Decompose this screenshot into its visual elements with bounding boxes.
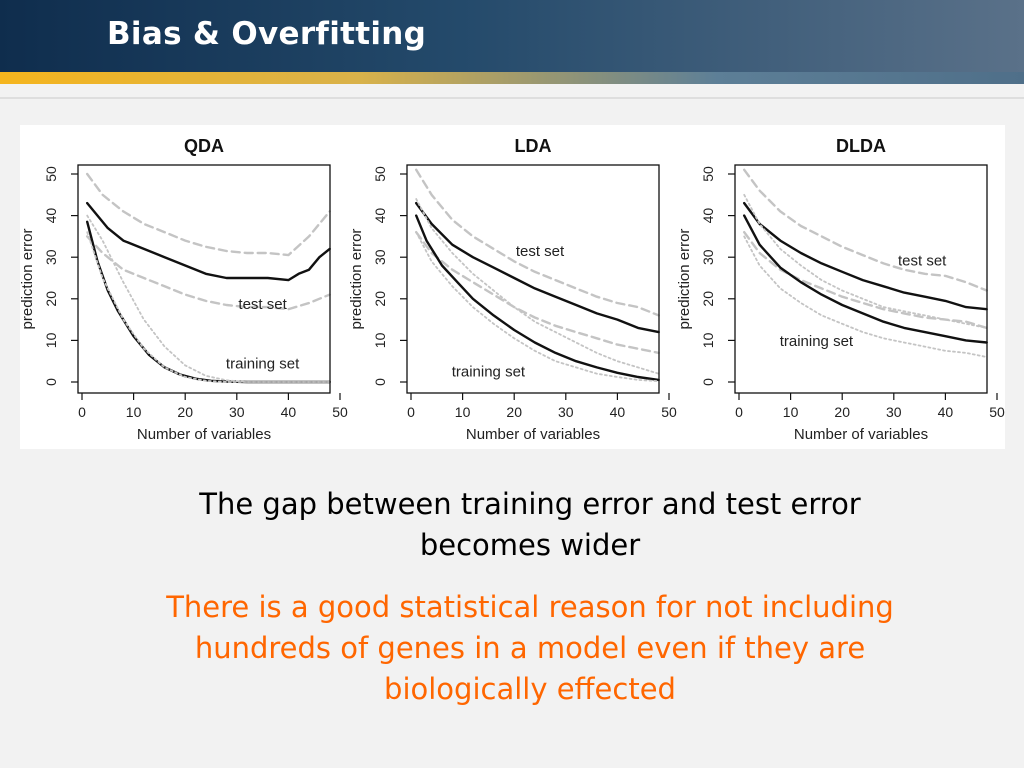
chart-dlda: DLDA 0 10 20 30 40 50 0 10 20 30 40 50 Number of vari… [676, 136, 1005, 443]
x-tick-label: 50 [332, 404, 348, 420]
x-tick-label: 10 [783, 404, 799, 420]
test-dashed-upper-line [743, 168, 988, 292]
reason-statement: There is a good statistical reason for n… [166, 590, 894, 706]
training-dotted-lower-line [415, 231, 660, 383]
series-annotation: training set [780, 333, 854, 350]
chart-qda: QDA 0 10 20 30 40 50 0 10 20 30 40 50 Number of varia… [20, 136, 348, 443]
y-axis-label: prediction error [20, 229, 36, 330]
plot-frame [734, 164, 988, 394]
y-tick-label: 0 [372, 378, 388, 386]
series-annotation: training set [226, 355, 300, 372]
y-tick-label: 30 [372, 249, 388, 265]
training-dotted-upper-line [415, 198, 660, 375]
x-tick-label: 0 [78, 404, 86, 420]
test-dashed-lower-line [415, 230, 660, 355]
plot-frame [77, 164, 331, 394]
chart-title: DLDA [836, 136, 886, 156]
x-tick-label: 20 [177, 404, 193, 420]
y-tick-label: 10 [43, 332, 59, 348]
y-tick-label: 50 [700, 166, 716, 182]
test-solid-line [415, 201, 660, 334]
series-annotation: training set [452, 364, 526, 381]
figure-panel: QDA 0 10 20 30 40 50 0 10 20 30 40 50 Number of varia… [20, 125, 1005, 449]
test-dashed-upper-line [415, 168, 660, 317]
y-tick-label: 40 [43, 208, 59, 224]
plot-frame [406, 164, 660, 394]
y-tick-label: 50 [372, 166, 388, 182]
test-solid-line [743, 201, 988, 311]
series-annotation: test set [898, 253, 947, 270]
training-dotted-lower-line [86, 231, 331, 383]
x-tick-label: 10 [455, 404, 471, 420]
series-annotation: test set [238, 296, 287, 313]
x-tick-label: 40 [281, 404, 297, 420]
header-accent-stripe [0, 72, 1024, 84]
y-tick-label: 30 [700, 249, 716, 265]
x-tick-label: 20 [506, 404, 522, 420]
x-tick-label: 50 [661, 404, 677, 420]
test-dashed-lower-line [743, 230, 988, 330]
x-tick-label: 30 [558, 404, 574, 420]
y-tick-label: 40 [700, 208, 716, 224]
header-bar [0, 0, 1024, 72]
x-axis-label: Number of variables [137, 426, 271, 443]
y-axis-label: prediction error [676, 229, 693, 330]
chart-title: QDA [184, 136, 224, 156]
gap-statement: The gap between training error and test … [199, 487, 861, 562]
y-tick-label: 10 [700, 332, 716, 348]
charts-figure: QDA 0 10 20 30 40 50 0 10 20 30 40 50 Number of varia… [20, 136, 1005, 443]
y-tick-label: 20 [43, 291, 59, 307]
test-solid-line [85, 201, 331, 282]
training-solid-line [415, 214, 660, 382]
training-dotted-lower-line [743, 235, 988, 358]
chart-title: LDA [515, 136, 552, 156]
y-axis-label: prediction error [348, 229, 365, 330]
x-axis-label: Number of variables [794, 426, 928, 443]
series-annotation: test set [516, 243, 565, 260]
y-tick-label: 0 [700, 378, 716, 386]
x-tick-label: 10 [126, 404, 142, 420]
x-tick-label: 40 [610, 404, 626, 420]
x-tick-label: 20 [834, 404, 850, 420]
x-tick-label: 50 [989, 404, 1005, 420]
test-dashed-lower-line [85, 235, 331, 311]
slide-title: Bias & Overfitting [107, 16, 427, 52]
y-tick-label: 0 [43, 378, 59, 386]
header-divider [0, 97, 1024, 99]
x-tick-label: 0 [407, 404, 415, 420]
y-tick-label: 10 [372, 332, 388, 348]
y-tick-label: 50 [43, 166, 59, 182]
training-dotted-upper-line [743, 193, 988, 329]
x-axis-label: Number of variables [466, 426, 600, 443]
y-tick-label: 20 [700, 291, 716, 307]
chart-lda: LDA 0 10 20 30 40 50 0 10 20 30 40 50 Number of varia… [348, 136, 677, 443]
training-solid-line [743, 214, 988, 344]
y-tick-label: 20 [372, 291, 388, 307]
y-tick-label: 30 [43, 249, 59, 265]
x-tick-label: 0 [735, 404, 743, 420]
x-tick-label: 40 [938, 404, 954, 420]
y-tick-label: 40 [372, 208, 388, 224]
x-tick-label: 30 [886, 404, 902, 420]
x-tick-label: 30 [229, 404, 245, 420]
test-dashed-upper-line [85, 172, 331, 257]
